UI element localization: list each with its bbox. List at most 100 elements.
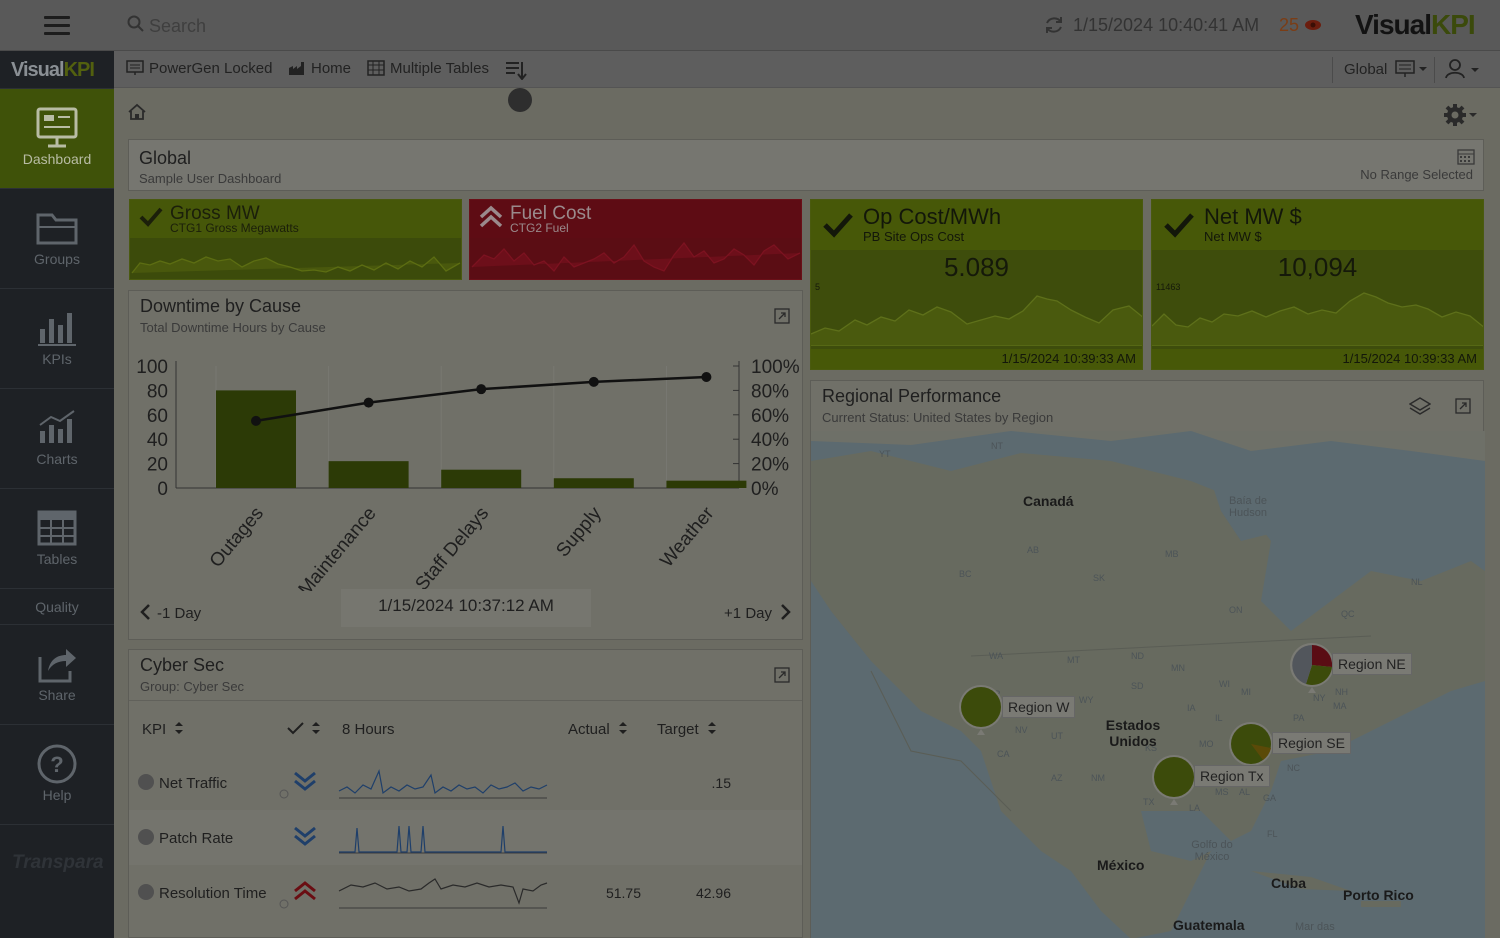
- gear-icon[interactable]: [1443, 103, 1479, 127]
- crumb-label: Multiple Tables: [390, 60, 489, 77]
- more-icon[interactable]: [138, 774, 154, 790]
- panel-title: Regional Performance: [822, 386, 1002, 406]
- sort-icon: [618, 722, 627, 734]
- map-country-usa: Estados Unidos: [1105, 717, 1161, 749]
- map-label: NL: [1411, 577, 1423, 587]
- sidebar-item-help[interactable]: ? Help: [0, 725, 114, 825]
- table-row[interactable]: Patch Rate: [129, 810, 802, 865]
- map-label: ND: [1131, 651, 1144, 661]
- map-label: LA: [1189, 803, 1201, 813]
- col-status[interactable]: [287, 721, 321, 738]
- region-tx-marker[interactable]: [1150, 753, 1198, 809]
- pareto-chart: 100 100% 80 80% 60 60% 40 40% 20 20% 0 0% Outages Mai…: [136, 357, 799, 591]
- map-label: MT: [1067, 655, 1080, 665]
- prev-day-button[interactable]: -1 Day: [139, 603, 201, 622]
- dashboard-icon: [36, 107, 78, 148]
- x-tick-label: Outages: [206, 503, 268, 572]
- crumb-home[interactable]: Home: [288, 60, 351, 77]
- map-label: QC: [1341, 609, 1355, 619]
- layers-icon[interactable]: [1409, 395, 1431, 417]
- global-selector[interactable]: Global: [1344, 60, 1429, 78]
- crumb-multiple-tables[interactable]: Multiple Tables: [367, 60, 489, 77]
- sidebar-item-kpis[interactable]: KPIs: [0, 289, 114, 389]
- kpi-tile-gross-mw[interactable]: Gross MW CTG1 Gross Megawatts: [129, 199, 462, 280]
- y2-tick-label: 20%: [751, 455, 789, 476]
- col-target[interactable]: Target: [657, 721, 717, 738]
- search-input[interactable]: [149, 13, 509, 39]
- tile-header: [130, 200, 461, 238]
- calendar-icon[interactable]: [1457, 148, 1475, 165]
- tile-updated: 1/15/2024 10:39:33 AM: [1152, 349, 1483, 369]
- region-se-label[interactable]: Region SE: [1272, 732, 1351, 754]
- svg-text:?: ?: [50, 752, 63, 777]
- folder-icon: [36, 213, 78, 245]
- table-row[interactable]: Net Traffic .15: [129, 755, 802, 810]
- search-box[interactable]: [127, 13, 527, 39]
- hamburger-menu-icon[interactable]: [44, 16, 70, 36]
- map-label: AZ: [1051, 773, 1063, 783]
- y-tick-label: 100: [136, 357, 168, 378]
- panel-subtitle: Total Downtime Hours by Cause: [140, 320, 326, 335]
- expand-icon[interactable]: [774, 308, 790, 324]
- bar: [216, 390, 296, 488]
- refresh-icon[interactable]: [1043, 14, 1065, 36]
- panel-subtitle: Current Status: United States by Region: [822, 410, 1054, 425]
- expand-icon[interactable]: [1455, 398, 1471, 414]
- kpi-tile-fuel-cost[interactable]: Fuel Cost CTG2 Fuel: [469, 199, 802, 280]
- user-menu-icon[interactable]: [1445, 58, 1481, 80]
- region-ne-marker[interactable]: [1288, 641, 1338, 697]
- brand-kpi: KPI: [1430, 9, 1476, 40]
- home-icon[interactable]: [127, 103, 147, 121]
- kpi-tile-net-mw[interactable]: Net MW $ Net MW $ 10,094 11463 9772 1 Da…: [1151, 199, 1484, 370]
- sidebar-item-charts[interactable]: Charts: [0, 389, 114, 489]
- sparkline: [1152, 292, 1483, 346]
- map-water-caribbean: Mar das: [1295, 921, 1335, 933]
- region-w-marker[interactable]: [957, 683, 1005, 739]
- sidebar-item-tables[interactable]: Tables: [0, 489, 114, 589]
- transpara-logo: Transpara: [12, 852, 104, 873]
- region-map[interactable]: YT NT AB MB SK BC ON QC NL WA MT ND SD M…: [811, 431, 1485, 938]
- region-se-marker[interactable]: [1227, 720, 1275, 776]
- sidebar-item-groups[interactable]: Groups: [0, 189, 114, 289]
- map-label: WA: [989, 651, 1004, 661]
- cursor-indicator: [508, 88, 532, 112]
- map-label: AB: [1027, 545, 1040, 555]
- more-icon[interactable]: [138, 829, 154, 845]
- col-actual[interactable]: Actual: [568, 721, 628, 738]
- cumulative-line: [255, 375, 707, 423]
- next-day-button[interactable]: +1 Day: [724, 603, 792, 622]
- monitor-icon: [126, 60, 144, 75]
- expand-icon[interactable]: [774, 667, 790, 683]
- crumb-powergen[interactable]: PowerGen Locked: [126, 60, 272, 77]
- kpi-tile-op-cost[interactable]: Op Cost/MWh PB Site Ops Cost 5.089 5 4 1…: [810, 199, 1143, 370]
- range-status[interactable]: No Range Selected: [1360, 167, 1473, 182]
- double-chevron-down-icon: [294, 826, 316, 846]
- cumulative-point: [701, 371, 712, 382]
- tile-value: 5.089: [943, 252, 1010, 282]
- sidebar-item-share[interactable]: Share: [0, 625, 114, 725]
- region-ne-label[interactable]: Region NE: [1332, 653, 1412, 675]
- table-row[interactable]: Resolution Time 51.75 42.96: [129, 865, 802, 920]
- map-label: ON: [1229, 605, 1243, 615]
- map-label: KS: [1145, 743, 1158, 753]
- share-icon: [38, 649, 76, 683]
- more-icon[interactable]: [138, 884, 154, 900]
- tile-header: [1152, 200, 1483, 250]
- tile-title: Op Cost/MWh: [863, 204, 1002, 229]
- sidebar-item-dashboard[interactable]: Dashboard: [0, 89, 114, 189]
- row-kpi: Net Traffic: [159, 775, 228, 792]
- map-label: UT: [1051, 731, 1063, 741]
- eye-icon[interactable]: [1304, 19, 1322, 31]
- col-kpi[interactable]: KPI: [142, 721, 184, 738]
- map-label: YT: [879, 449, 891, 459]
- region-tx-label[interactable]: Region Tx: [1194, 765, 1270, 787]
- sort-list-icon[interactable]: [505, 60, 527, 80]
- regional-performance-panel: Regional Performance Current Status: Uni…: [810, 380, 1485, 938]
- sidebar-item-label: Help: [42, 787, 72, 803]
- alarm-count[interactable]: 25: [1279, 15, 1300, 35]
- region-w-label[interactable]: Region W: [1002, 696, 1076, 718]
- row-target: 42.96: [695, 885, 731, 901]
- tile-subtitle: CTG1 Gross Megawatts: [170, 221, 299, 235]
- sidebar-item-label: Tables: [36, 551, 78, 567]
- sidebar-item-quality[interactable]: Quality: [0, 589, 114, 625]
